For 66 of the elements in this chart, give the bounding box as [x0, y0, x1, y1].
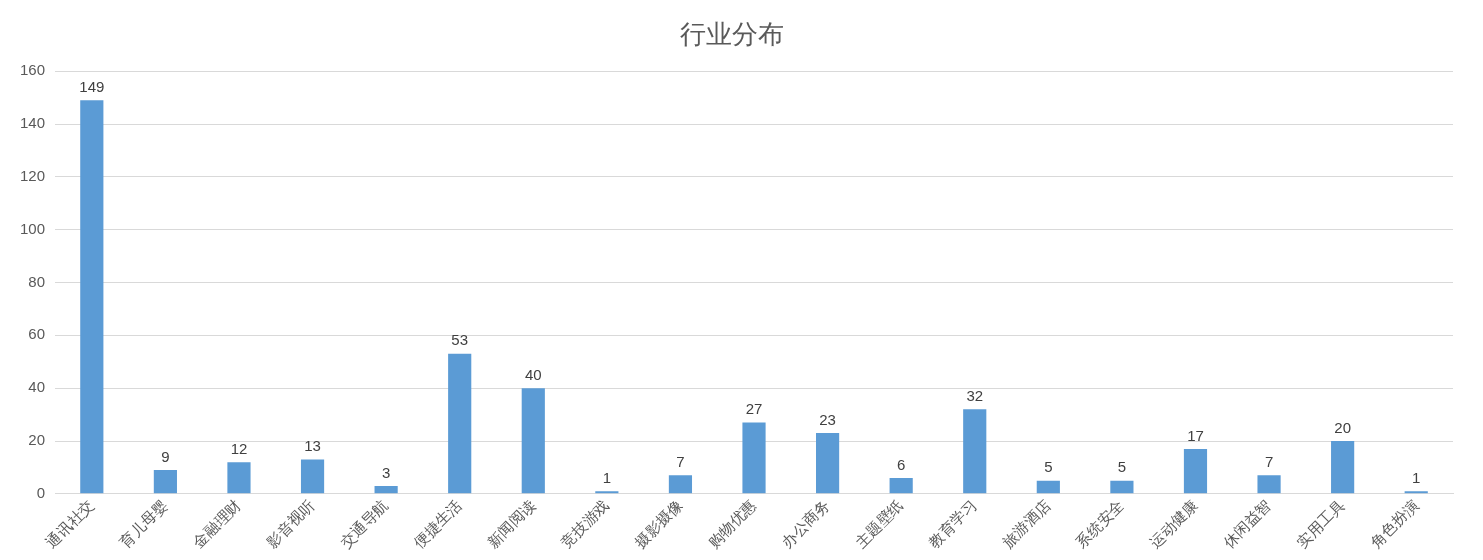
x-tick-label: 旅游酒店	[998, 496, 1054, 551]
data-label: 12	[230, 439, 248, 457]
bar	[816, 433, 840, 494]
y-tick-label: 80	[28, 272, 46, 290]
data-label: 53	[451, 331, 469, 349]
bar	[889, 478, 913, 494]
y-tick-label: 0	[36, 483, 46, 501]
x-tick-label: 实用工具	[1293, 496, 1348, 551]
x-tick-label: 办公商务	[778, 496, 833, 551]
x-tick-label: 教育学习	[925, 496, 980, 551]
x-tick-label: 育儿母婴	[116, 496, 171, 551]
bar	[300, 459, 325, 494]
y-tick-label: 140	[20, 114, 46, 132]
x-tick-label: 角色扮演	[1366, 496, 1422, 551]
data-label: 7	[676, 453, 685, 470]
data-label: 27	[745, 400, 763, 418]
x-tick-label: 休闲益智	[1219, 496, 1275, 551]
y-tick-label: 20	[28, 431, 46, 449]
bar	[1183, 448, 1208, 494]
data-label: 1	[602, 468, 612, 486]
bar	[80, 100, 104, 494]
bar	[153, 470, 177, 494]
x-tick-label: 竞技游戏	[557, 496, 612, 551]
data-label: 6	[897, 455, 906, 473]
data-label: 17	[1187, 426, 1204, 444]
bar	[374, 485, 398, 494]
chart-title: 行业分布	[679, 18, 784, 49]
bar	[521, 388, 545, 494]
x-tick-label: 金融理财	[189, 496, 245, 551]
x-tick-label: 新闻阅读	[483, 496, 539, 551]
data-label: 13	[304, 437, 321, 455]
y-tick-label: 120	[20, 167, 46, 184]
x-tick-label: 主题壁纸	[851, 496, 907, 551]
bar	[595, 491, 619, 494]
x-tick-label: 交通导航	[336, 496, 392, 551]
bar	[742, 422, 766, 494]
y-tick-label: 100	[20, 219, 46, 237]
x-tick-label: 系统安全	[1072, 496, 1127, 551]
data-label: 32	[966, 386, 984, 404]
data-label: 40	[524, 365, 542, 383]
x-tick-label: 摄影摄像	[631, 496, 686, 551]
y-tick-label: 160	[20, 61, 46, 79]
bar	[1036, 480, 1060, 494]
data-label: 3	[381, 463, 391, 481]
data-label: 7	[1264, 453, 1274, 470]
bar	[1404, 491, 1428, 494]
bar	[227, 462, 251, 494]
bar	[448, 353, 472, 494]
x-tick-label: 购物优惠	[704, 496, 760, 551]
data-label: 23	[819, 410, 836, 428]
data-label: 5	[1117, 458, 1127, 476]
y-tick-label: 60	[28, 325, 46, 343]
data-label: 5	[1044, 458, 1053, 476]
data-label: 149	[79, 77, 105, 95]
x-tick-label: 便捷生活	[410, 496, 465, 551]
data-label: 9	[161, 447, 170, 465]
x-tick-label: 运动健康	[1146, 496, 1201, 551]
data-label: 1	[1412, 468, 1421, 486]
x-tick-label: 影音视听	[263, 496, 318, 551]
data-label: 20	[1334, 418, 1351, 436]
bar	[1110, 480, 1134, 494]
bar	[668, 475, 693, 494]
y-tick-label: 40	[28, 378, 46, 396]
bar	[1331, 441, 1355, 494]
bar	[963, 409, 987, 494]
bar	[1257, 475, 1281, 494]
